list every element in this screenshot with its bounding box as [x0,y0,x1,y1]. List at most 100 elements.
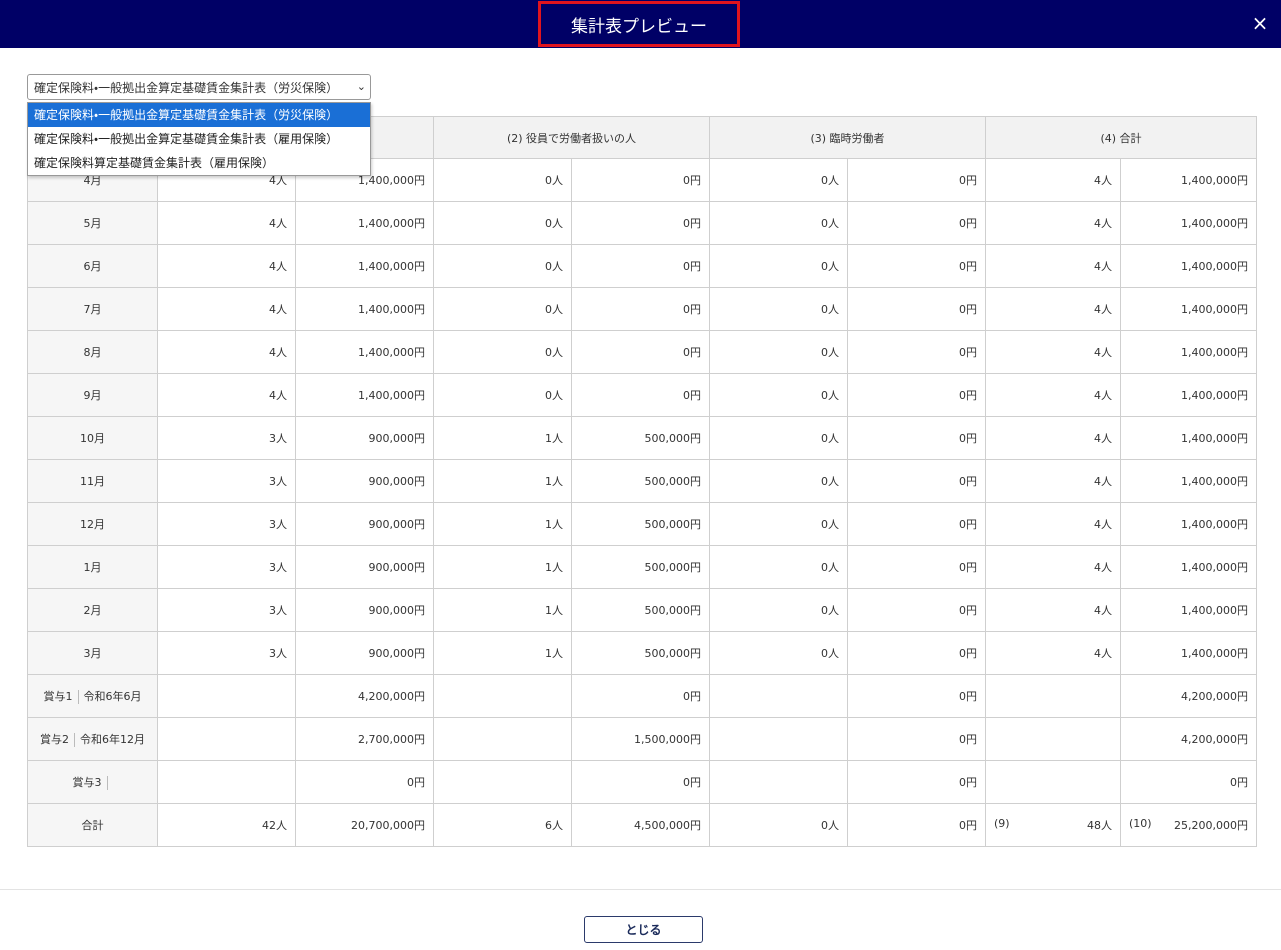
cell-value: 1人 [545,518,563,531]
row-label: 賞与3 [27,760,158,804]
cell-value: 0円 [1230,776,1248,789]
cell-value: 0人 [821,475,839,488]
table-row: 7月 4人 1,400,000円 0人 0円 0人 0円 4人 1,400,000円 [27,287,1257,331]
cell-value: 0円 [959,647,977,660]
value-cell: 1,400,000円 [1120,588,1257,632]
cell-value: 0円 [959,690,977,703]
value-cell: 0人 [709,373,848,417]
value-cell: 0円 [847,545,986,589]
cell-value: 4,200,000円 [1181,733,1248,746]
cell-value: 1,400,000円 [1181,604,1248,617]
value-cell: 3人 [157,459,296,503]
cell-value: 3人 [269,647,287,660]
value-cell: 4人 [985,416,1121,460]
value-cell: 4人 [985,158,1121,202]
value-cell: 1,400,000円 [295,373,434,417]
label-text: 合計 [81,819,104,832]
value-cell: 900,000円 [295,502,434,546]
value-cell: 1人 [433,502,572,546]
cell-value: 500,000円 [644,561,702,574]
cell-value: 0人 [545,389,563,402]
cell-value: 0人 [545,174,563,187]
cell-value: 4人 [269,303,287,316]
dropdown-option[interactable]: 確定保険料・一般拠出金算定基礎賃金集計表（労災保険） [28,103,370,127]
cell-value: 4人 [1094,432,1112,445]
label-text: 賞与1 [43,690,73,703]
cell-value: 4人 [269,389,287,402]
cell-value: 0人 [821,604,839,617]
cell-value: 0円 [959,432,977,445]
cell-value: 4人 [1094,604,1112,617]
cell-value: 0円 [683,174,701,187]
value-cell: 3人 [157,631,296,675]
value-cell: 4人 [985,373,1121,417]
value-cell: 0円 [847,158,986,202]
value-cell: 1,400,000円 [295,244,434,288]
value-cell: 0円 [571,330,710,374]
close-button[interactable]: × [1251,11,1269,35]
cell-value: 0円 [959,819,977,832]
cell-value: 1,400,000円 [1181,346,1248,359]
value-cell: 0円 [847,803,986,847]
row-label: 賞与1 令和6年6月 [27,674,158,718]
value-cell: 1,400,000円 [1120,201,1257,245]
cell-value: 1人 [545,475,563,488]
group-header: (4) 合計 [985,116,1257,159]
dropdown-option[interactable]: 確定保険料・一般拠出金算定基礎賃金集計表（雇用保険） [34,132,339,146]
dropdown-option[interactable]: 確定保険料算定基礎賃金集計表（雇用保険） [34,156,275,170]
value-cell: 0円 [847,201,986,245]
value-cell: 2,700,000円 [295,717,434,761]
table-row: 2月 3人 900,000円 1人 500,000円 0人 0円 4人 1,400,000円 [27,588,1257,632]
value-cell: 1,400,000円 [1120,287,1257,331]
label-text: 賞与2 [40,733,69,746]
cell-value: 3人 [269,518,287,531]
cell-value: 0円 [959,303,977,316]
value-cell: 3人 [157,416,296,460]
label-text: 1月 [83,561,102,574]
value-cell [157,760,296,804]
cell-value: 900,000円 [368,432,426,445]
cell-value: 900,000円 [368,561,426,574]
cell-value: 0円 [959,346,977,359]
label-text: 10月 [80,432,105,445]
cell-value: 0人 [821,647,839,660]
cell-value: 1,400,000円 [358,346,425,359]
cell-value: 0円 [959,776,977,789]
cell-value: 4人 [1094,346,1112,359]
cell-value: 0人 [821,174,839,187]
label-date: 令和6年12月 [80,733,145,746]
row-label: 賞与2 令和6年12月 [27,717,158,761]
value-cell: 4人 [985,545,1121,589]
row-label: 12月 [27,502,158,546]
cell-value: 0人 [821,518,839,531]
cell-value: 0円 [683,690,701,703]
value-cell: 900,000円 [295,416,434,460]
label-separator [77,690,79,704]
cell-value: 4人 [269,346,287,359]
cell-value: 500,000円 [644,475,702,488]
value-cell: 4人 [157,373,296,417]
value-cell: 4人 [985,459,1121,503]
value-cell: 900,000円 [295,588,434,632]
cell-value: 0円 [683,776,701,789]
value-cell: 4人 [985,588,1121,632]
value-cell: 4人 [985,330,1121,374]
cell-value: 0人 [821,432,839,445]
cell-value: 0人 [821,217,839,230]
cell-value: 0円 [959,217,977,230]
cell-value: 1,400,000円 [1181,432,1248,445]
label-text: 3月 [83,647,102,660]
close-footer-button[interactable]: とじる [584,916,703,943]
report-select[interactable]: 確定保険料・一般拠出金算定基礎賃金集計表（労災保険） ⌄ [27,74,371,100]
value-cell: 0人 [709,459,848,503]
value-cell [433,717,572,761]
dropdown-list: 確定保険料・一般拠出金算定基礎賃金集計表（労災保険） 確定保険料・一般拠出金算定基… [27,102,371,176]
value-cell: 1人 [433,631,572,675]
value-cell: 500,000円 [571,545,710,589]
value-cell: 0人 [709,803,848,847]
label-separator [74,733,75,747]
value-cell: 1,400,000円 [1120,244,1257,288]
cell-value: 1人 [545,432,563,445]
cell-value: 1,400,000円 [1181,217,1248,230]
